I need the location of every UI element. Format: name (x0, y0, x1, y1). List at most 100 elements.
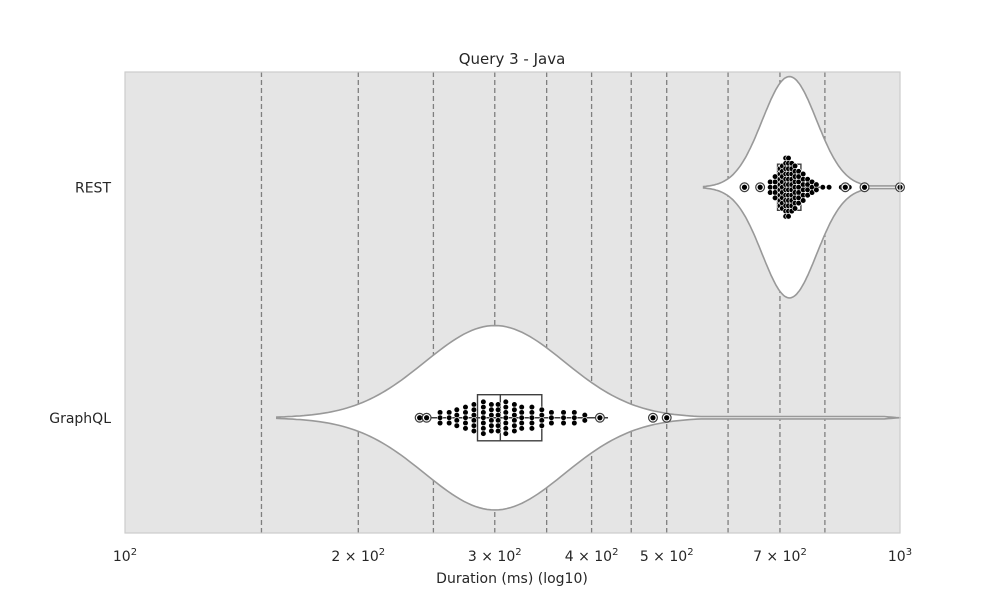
data-point (785, 155, 792, 162)
data-point (470, 401, 478, 408)
x-tick-label: 3 × 102 (468, 547, 522, 565)
data-point (480, 398, 487, 405)
data-point (502, 425, 509, 432)
data-point (560, 409, 567, 416)
data-point (480, 414, 487, 421)
data-point (528, 414, 536, 421)
category-label-graphql: GraphQL (49, 411, 111, 427)
data-point (538, 406, 545, 413)
data-point (436, 419, 444, 427)
data-point (462, 425, 469, 432)
x-tick-label: 5 × 102 (640, 547, 694, 565)
data-point (436, 409, 444, 416)
data-point (502, 419, 509, 427)
data-point (560, 414, 567, 421)
data-point (791, 205, 799, 212)
outlier-point (861, 184, 868, 190)
data-point (480, 419, 487, 427)
data-point (548, 419, 555, 427)
data-point (825, 184, 833, 191)
data-point (446, 414, 453, 421)
x-axis-label: Duration (ms) (log10) (436, 571, 588, 587)
data-point (436, 414, 444, 421)
data-point (488, 412, 495, 419)
data-point (495, 412, 502, 419)
data-point (511, 417, 518, 424)
data-point (813, 181, 820, 188)
plot-area-border (124, 71, 901, 534)
data-point (548, 409, 555, 416)
data-point (538, 412, 545, 419)
data-point (480, 409, 487, 416)
data-point (772, 194, 779, 201)
x-tick-labels: 102 2 × 102 3 × 102 4 × 102 5 × 102 7 × 102 10… (113, 547, 912, 565)
outlier-point (597, 415, 603, 421)
outlier-point (424, 415, 430, 421)
data-point (495, 406, 502, 413)
data-point (453, 412, 460, 419)
data-point (502, 414, 509, 421)
data-point (511, 427, 518, 435)
data-point (480, 425, 487, 432)
data-point (488, 406, 495, 413)
data-point (453, 417, 460, 424)
data-point (480, 430, 487, 437)
data-point (795, 200, 802, 207)
data-point (495, 401, 502, 408)
outlier-point (664, 415, 670, 421)
data-point (560, 419, 567, 427)
data-point (488, 417, 495, 424)
data-point (495, 417, 502, 424)
x-tick-label: 103 (888, 547, 912, 565)
data-point (453, 422, 460, 429)
data-point (518, 404, 525, 411)
data-point (785, 213, 792, 220)
data-point (511, 412, 518, 419)
data-point (453, 406, 460, 413)
outlier-point (417, 415, 423, 421)
data-point (488, 422, 495, 429)
data-point (446, 419, 453, 427)
data-point (488, 427, 495, 435)
data-point (462, 409, 469, 416)
data-point (462, 419, 469, 427)
data-point (511, 401, 518, 408)
outlier-point (650, 415, 656, 421)
data-point (538, 422, 545, 429)
data-point (470, 422, 478, 429)
data-point (511, 422, 518, 429)
data-point (502, 430, 509, 437)
data-point (470, 406, 478, 413)
data-point (502, 404, 509, 411)
x-tick-label: 2 × 102 (331, 547, 385, 565)
data-point (800, 170, 807, 178)
data-point (462, 404, 469, 411)
data-point (528, 409, 536, 416)
data-point (518, 414, 525, 421)
data-point (511, 406, 518, 413)
data-point (518, 419, 525, 427)
category-labels: REST GraphQL (49, 180, 111, 427)
data-point (538, 417, 545, 424)
data-point (548, 414, 555, 421)
data-point (581, 417, 588, 424)
data-point (495, 422, 502, 429)
data-point (470, 417, 478, 424)
data-point (571, 414, 578, 421)
data-point (819, 184, 826, 191)
outlier-point (741, 184, 748, 190)
data-point (518, 409, 525, 416)
x-tick-label: 102 (113, 547, 137, 565)
x-tick-label: 4 × 102 (565, 547, 619, 565)
outlier-point (757, 184, 763, 190)
data-point (528, 425, 536, 432)
swarm-points (414, 155, 905, 437)
data-point (581, 412, 588, 419)
data-point (791, 162, 799, 170)
data-point (495, 427, 502, 435)
chart-title: Query 3 - Java (459, 50, 566, 68)
data-point (470, 412, 478, 419)
outlier-point (842, 184, 848, 190)
data-point (528, 404, 536, 411)
